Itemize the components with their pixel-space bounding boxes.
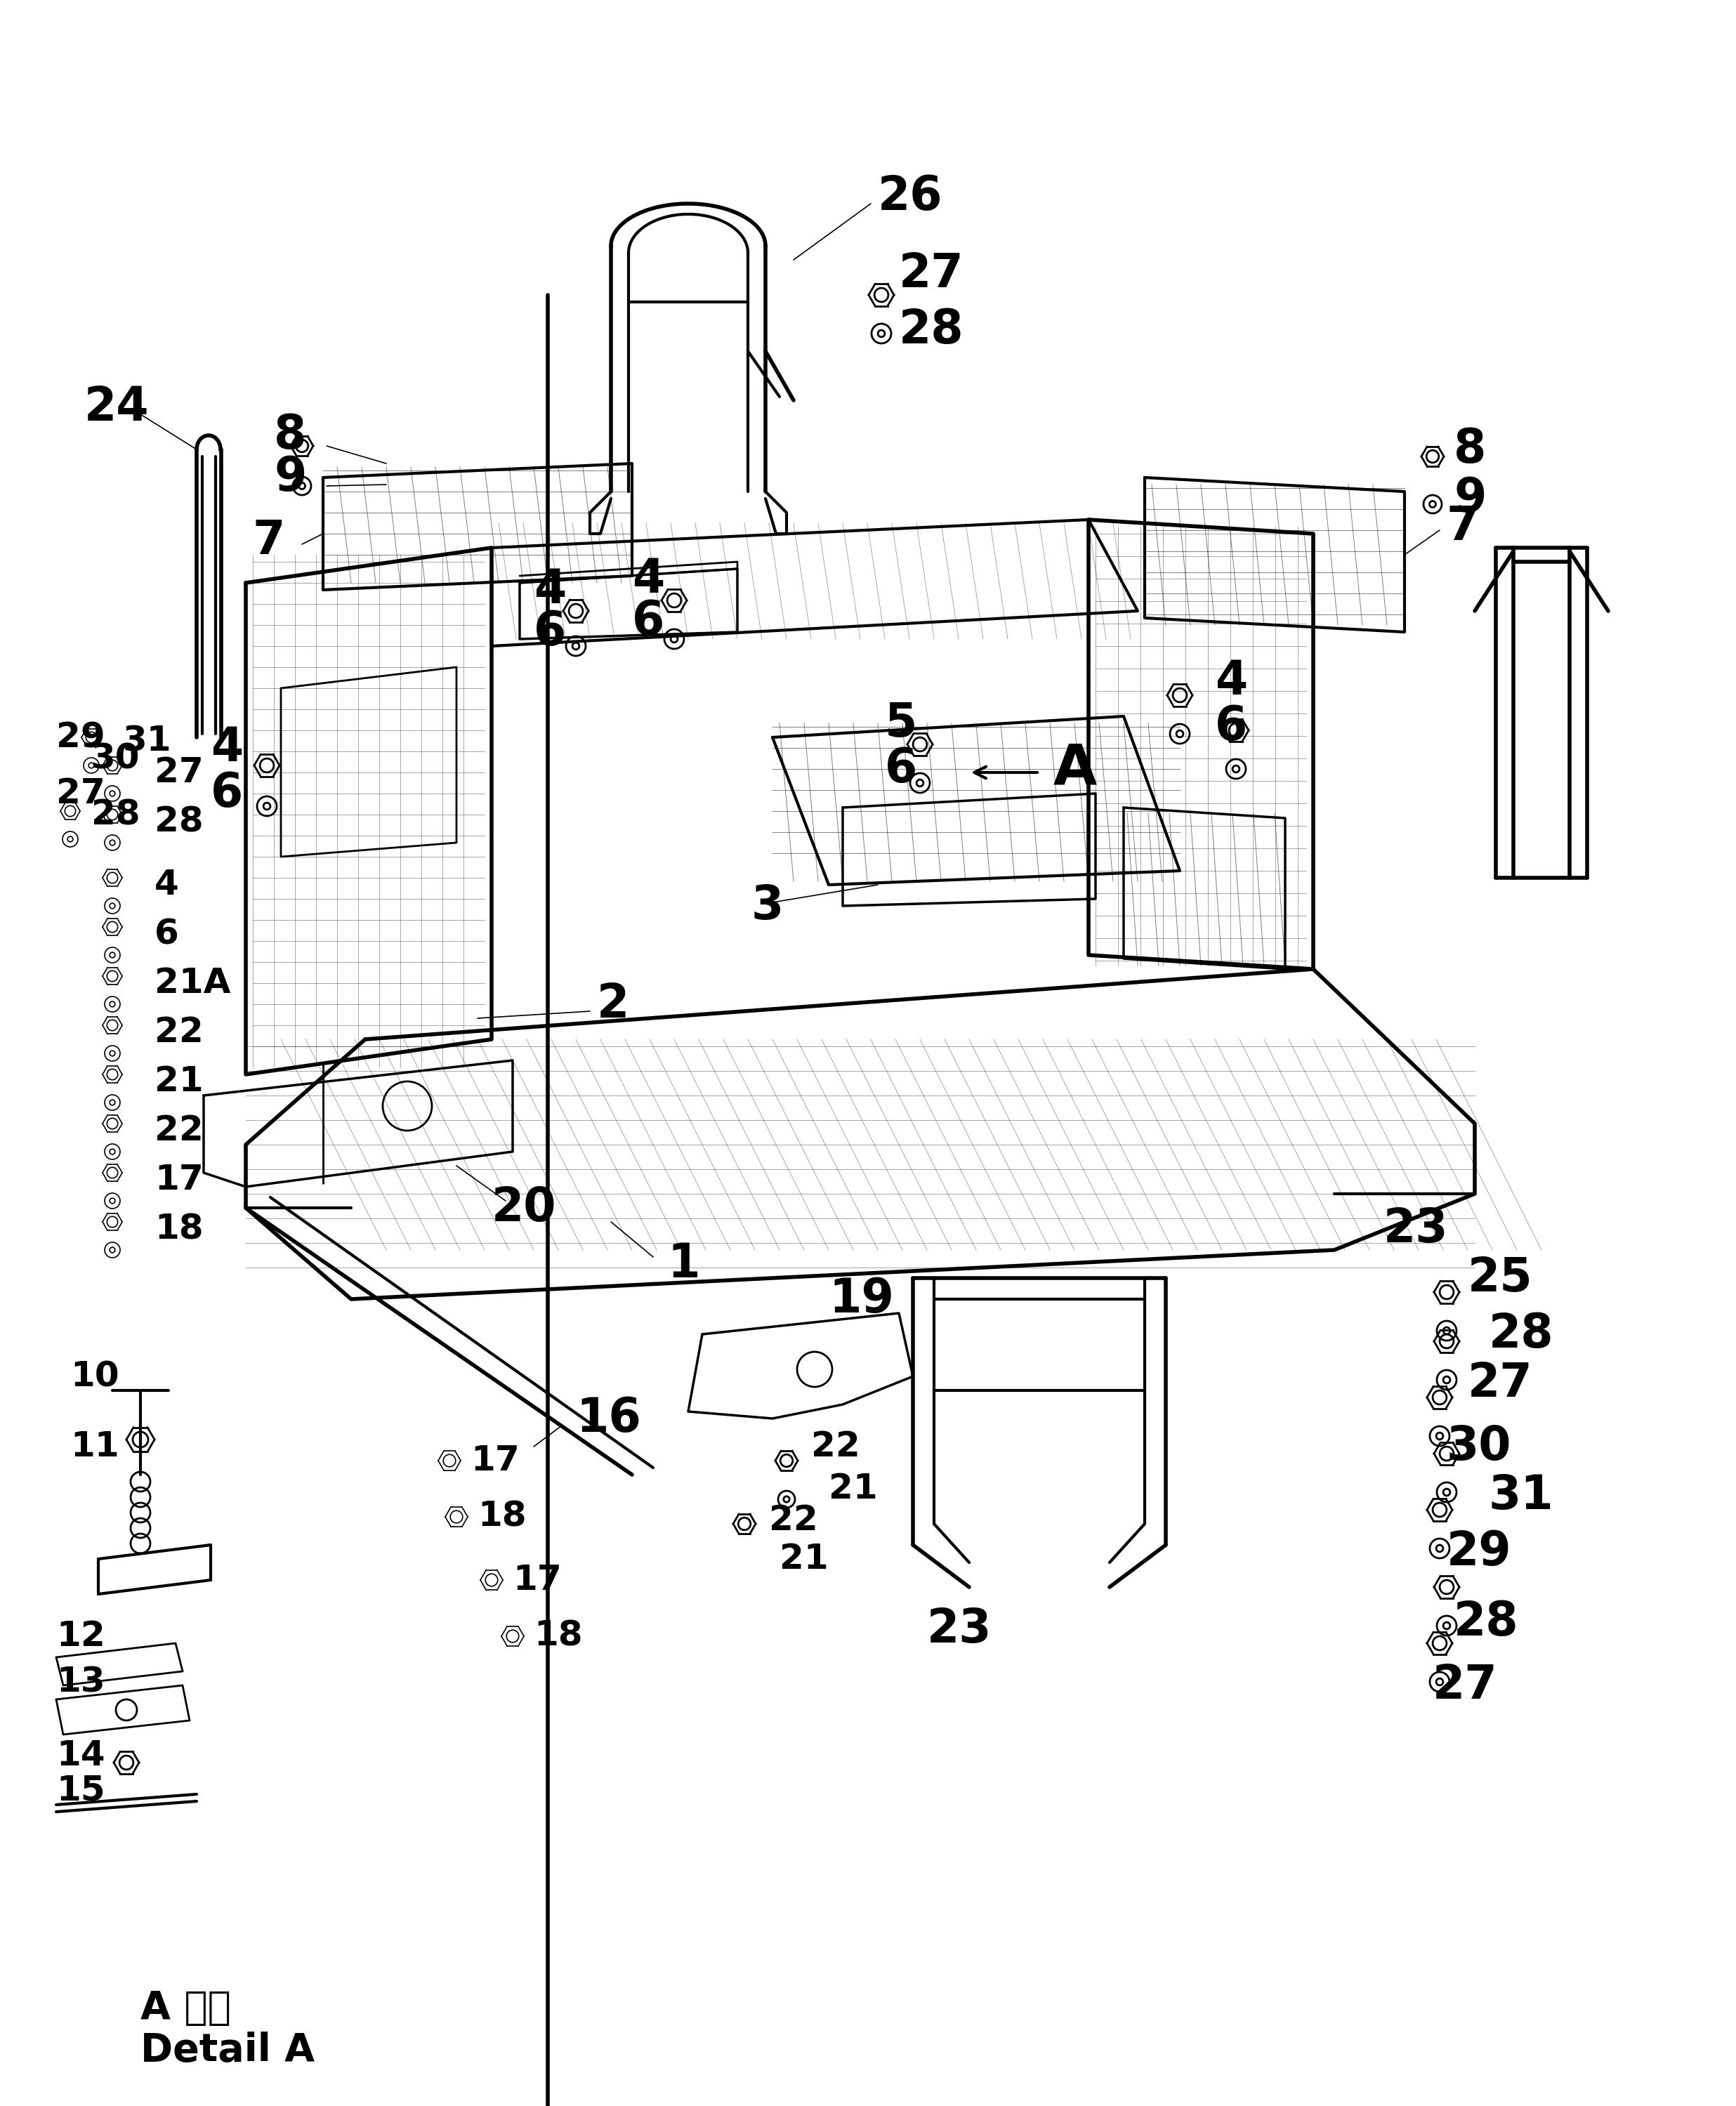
Text: 4: 4 xyxy=(210,724,243,771)
Text: 7: 7 xyxy=(1446,503,1479,550)
Text: 5: 5 xyxy=(885,699,917,746)
Text: 18: 18 xyxy=(533,1620,583,1653)
Text: 28: 28 xyxy=(1453,1598,1519,1645)
Text: 28: 28 xyxy=(155,804,203,838)
Text: 11: 11 xyxy=(69,1430,120,1464)
Text: 31: 31 xyxy=(1489,1472,1554,1518)
Text: 14: 14 xyxy=(56,1740,106,1773)
Text: 23: 23 xyxy=(1384,1207,1448,1253)
Text: 27: 27 xyxy=(56,777,106,811)
Text: 4: 4 xyxy=(155,868,179,901)
Text: 22: 22 xyxy=(155,1015,203,1049)
Text: 21A: 21A xyxy=(155,967,231,1000)
Text: 4: 4 xyxy=(632,556,665,602)
Text: 27: 27 xyxy=(1432,1662,1498,1708)
Text: 28: 28 xyxy=(1489,1312,1554,1358)
Text: 6: 6 xyxy=(632,598,665,644)
Text: 15: 15 xyxy=(56,1773,106,1807)
Text: 27: 27 xyxy=(899,251,963,297)
Text: 19: 19 xyxy=(828,1276,894,1323)
Text: 6: 6 xyxy=(1215,703,1248,750)
Text: 30: 30 xyxy=(1446,1424,1512,1470)
Text: 27: 27 xyxy=(155,756,203,790)
Text: 8: 8 xyxy=(1453,425,1486,472)
Text: 1: 1 xyxy=(667,1240,700,1287)
Text: 13: 13 xyxy=(56,1666,106,1700)
Text: 28: 28 xyxy=(899,307,963,354)
Text: A: A xyxy=(1054,741,1097,796)
Text: 12: 12 xyxy=(56,1620,106,1653)
Text: 23: 23 xyxy=(927,1607,991,1653)
Text: 21: 21 xyxy=(779,1542,828,1575)
Text: 4: 4 xyxy=(533,567,566,613)
Text: 27: 27 xyxy=(1467,1360,1533,1407)
Text: 22: 22 xyxy=(769,1504,818,1537)
Text: 22: 22 xyxy=(811,1430,859,1464)
Text: 31: 31 xyxy=(123,724,172,758)
Text: 25: 25 xyxy=(1467,1255,1533,1302)
Text: 3: 3 xyxy=(752,882,785,929)
Text: 6: 6 xyxy=(210,771,243,817)
Text: 10: 10 xyxy=(69,1360,120,1394)
Text: 29: 29 xyxy=(56,720,106,754)
Text: 22: 22 xyxy=(155,1114,203,1148)
Text: 20: 20 xyxy=(491,1186,557,1232)
Text: 17: 17 xyxy=(512,1563,562,1596)
Text: 4: 4 xyxy=(1215,657,1248,703)
Text: 26: 26 xyxy=(878,173,943,219)
Text: 18: 18 xyxy=(155,1213,203,1247)
Text: 6: 6 xyxy=(533,609,566,655)
Text: 17: 17 xyxy=(470,1445,519,1478)
Text: 16: 16 xyxy=(576,1396,641,1443)
Text: 8: 8 xyxy=(274,413,307,459)
Text: 29: 29 xyxy=(1446,1529,1512,1575)
Text: 21: 21 xyxy=(828,1472,878,1506)
Text: 6: 6 xyxy=(155,916,179,950)
Text: 21: 21 xyxy=(155,1066,203,1099)
Text: 9: 9 xyxy=(1453,476,1486,522)
Text: 9: 9 xyxy=(274,455,307,501)
Text: 24: 24 xyxy=(85,383,149,430)
Text: 2: 2 xyxy=(597,981,630,1028)
Text: 7: 7 xyxy=(253,518,285,564)
Text: 6: 6 xyxy=(885,746,917,792)
Text: 30: 30 xyxy=(92,741,141,775)
Text: 18: 18 xyxy=(477,1499,526,1533)
Text: A 詳細: A 詳細 xyxy=(141,1990,231,2028)
Text: 28: 28 xyxy=(92,798,141,832)
Text: 17: 17 xyxy=(155,1163,203,1196)
Text: Detail A: Detail A xyxy=(141,2032,314,2070)
